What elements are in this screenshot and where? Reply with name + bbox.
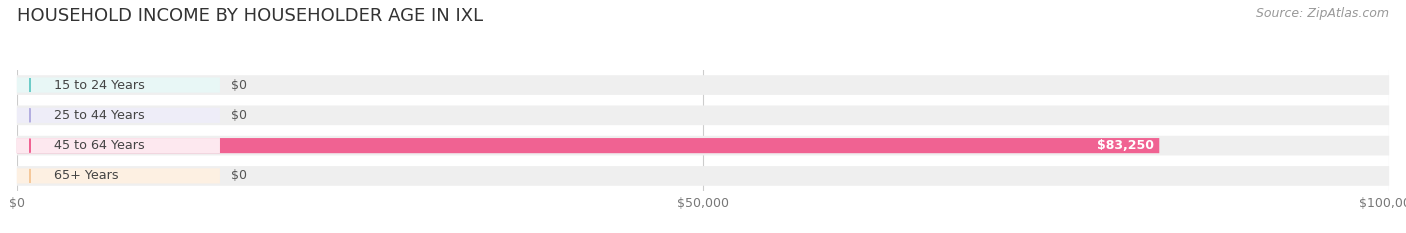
Text: 45 to 64 Years: 45 to 64 Years <box>53 139 145 152</box>
Text: $0: $0 <box>231 109 247 122</box>
Text: HOUSEHOLD INCOME BY HOUSEHOLDER AGE IN IXL: HOUSEHOLD INCOME BY HOUSEHOLDER AGE IN I… <box>17 7 484 25</box>
Text: $83,250: $83,250 <box>1097 139 1154 152</box>
FancyBboxPatch shape <box>17 136 1389 155</box>
FancyBboxPatch shape <box>17 166 1389 186</box>
Text: Source: ZipAtlas.com: Source: ZipAtlas.com <box>1256 7 1389 20</box>
Text: 15 to 24 Years: 15 to 24 Years <box>53 79 145 92</box>
Text: 25 to 44 Years: 25 to 44 Years <box>53 109 145 122</box>
FancyBboxPatch shape <box>17 78 219 93</box>
FancyBboxPatch shape <box>17 108 219 123</box>
FancyBboxPatch shape <box>17 138 219 153</box>
Text: 65+ Years: 65+ Years <box>53 169 118 182</box>
FancyBboxPatch shape <box>17 168 219 184</box>
FancyBboxPatch shape <box>17 138 1160 153</box>
Text: $0: $0 <box>231 79 247 92</box>
Text: $0: $0 <box>231 169 247 182</box>
FancyBboxPatch shape <box>17 106 1389 125</box>
FancyBboxPatch shape <box>17 75 1389 95</box>
